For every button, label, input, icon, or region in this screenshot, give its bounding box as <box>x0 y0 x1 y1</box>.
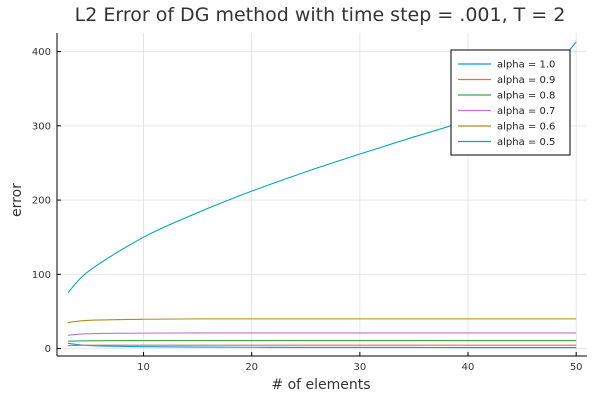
series-line-0 <box>67 342 577 349</box>
x-axis-title: # of elements <box>271 377 370 393</box>
legend-label: alpha = 0.5 <box>497 137 555 148</box>
y-tick-label: 100 <box>32 270 51 281</box>
legend-label: alpha = 0.6 <box>497 122 555 133</box>
series-line-4 <box>67 318 577 324</box>
legend-label: alpha = 0.8 <box>497 91 555 102</box>
series-lines <box>67 41 577 349</box>
x-tick-label: 30 <box>353 362 366 373</box>
legend-label: alpha = 0.7 <box>497 106 555 117</box>
series-line-2 <box>67 339 577 342</box>
legend-label: alpha = 0.9 <box>497 75 555 86</box>
axes <box>56 33 587 357</box>
y-tick-label: 200 <box>32 196 51 207</box>
x-tick-label: 20 <box>245 362 258 373</box>
y-tick-label: 0 <box>45 344 51 355</box>
y-axis-title: error <box>9 183 25 217</box>
chart-title: L2 Error of DG method with time step = .… <box>75 4 566 26</box>
x-tick-label: 50 <box>570 362 583 373</box>
y-tick-label: 300 <box>32 121 51 132</box>
y-tick-label: 400 <box>32 47 51 58</box>
series-line-3 <box>67 332 577 336</box>
legend-box <box>450 49 571 156</box>
x-tick-label: 10 <box>137 362 150 373</box>
x-tick-label: 40 <box>462 362 475 373</box>
legend: alpha = 1.0 alpha = 0.9 alpha = 0.8 alpha =… <box>450 49 571 156</box>
legend-label: alpha = 1.0 <box>497 60 555 71</box>
tick-labels: 10 20 30 40 50 0 100 200 300 400 <box>32 47 583 373</box>
